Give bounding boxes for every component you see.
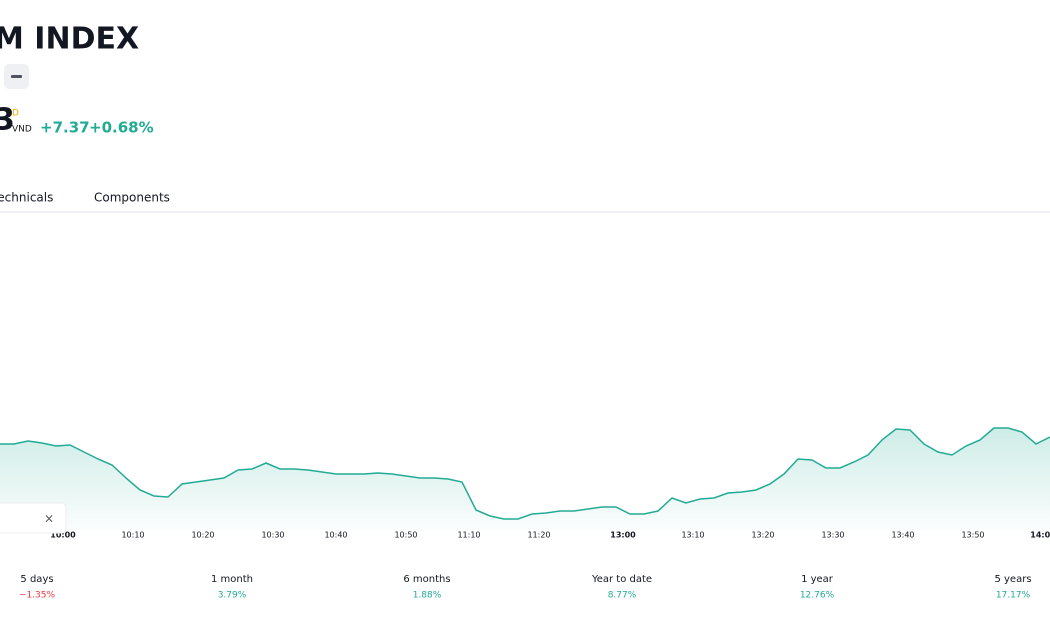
period-label: 5 days — [20, 574, 53, 585]
x-tick-label: 10:10 — [121, 531, 144, 540]
period-label: 1 month — [211, 574, 253, 585]
chart: 10:00 10:10 10:20 10:30 10:40 10:50 11:10 11:20… — [0, 427, 1050, 540]
x-tick-label: 13:50 — [961, 531, 984, 540]
period-label: 5 years — [994, 574, 1031, 585]
currency-flag: D — [12, 109, 19, 119]
period-value: 12.76% — [800, 591, 835, 601]
period-value: 17.17% — [996, 591, 1031, 601]
area — [0, 428, 1050, 530]
price: 3 — [0, 103, 15, 138]
price-line — [0, 427, 1050, 520]
x-tick-label: 10:30 — [261, 531, 284, 540]
currency: VND — [12, 125, 32, 135]
tab[interactable]: Technicals — [0, 191, 53, 205]
x-tick-label: 10:00 — [50, 531, 76, 540]
x-tick-label: 11:10 — [457, 531, 480, 540]
x-tick-label: 13:00 — [610, 531, 636, 540]
button-icon — [11, 75, 22, 78]
x-tick-label: 13:40 — [891, 531, 914, 540]
period-label: 1 year — [801, 574, 834, 585]
change: +7.37 — [40, 119, 90, 137]
x-tick-label: 14:00 — [1030, 531, 1050, 540]
x-tick-label: 13:10 — [681, 531, 704, 540]
x-tick-label: 11:20 — [527, 531, 550, 540]
period-label: Year to date — [591, 574, 652, 585]
x-tick-label: 10:40 — [324, 531, 347, 540]
tab[interactable]: Components — [94, 191, 170, 205]
period-label: 6 months — [403, 574, 450, 585]
x-tick-label: 13:30 — [821, 531, 844, 540]
popup — [0, 502, 67, 534]
period-value: 8.77% — [608, 591, 637, 601]
close-button[interactable]: × — [44, 512, 54, 526]
period-value: −1.35% — [19, 591, 56, 601]
period-value: 3.79% — [218, 591, 247, 601]
period-value: 1.88% — [413, 591, 442, 601]
symbol-title: M INDEX — [0, 22, 139, 57]
performance: 5 days −1.35% 1 month 3.79% 6 months 1.88% Yea… — [19, 574, 1032, 601]
x-tick-label: 13:20 — [751, 531, 774, 540]
change-percent: +0.68% — [89, 119, 154, 137]
x-tick-label: 10:20 — [191, 531, 214, 540]
x-tick-label: 10:50 — [394, 531, 417, 540]
